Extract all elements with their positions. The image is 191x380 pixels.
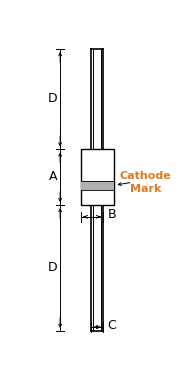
Text: D: D bbox=[48, 261, 57, 274]
Text: Cathode
Mark: Cathode Mark bbox=[119, 171, 171, 194]
Text: C: C bbox=[107, 318, 116, 331]
Bar bbox=[81, 181, 114, 190]
Text: B: B bbox=[108, 208, 116, 221]
Text: D: D bbox=[48, 92, 57, 105]
Text: A: A bbox=[49, 170, 57, 183]
Bar bbox=[81, 149, 114, 205]
